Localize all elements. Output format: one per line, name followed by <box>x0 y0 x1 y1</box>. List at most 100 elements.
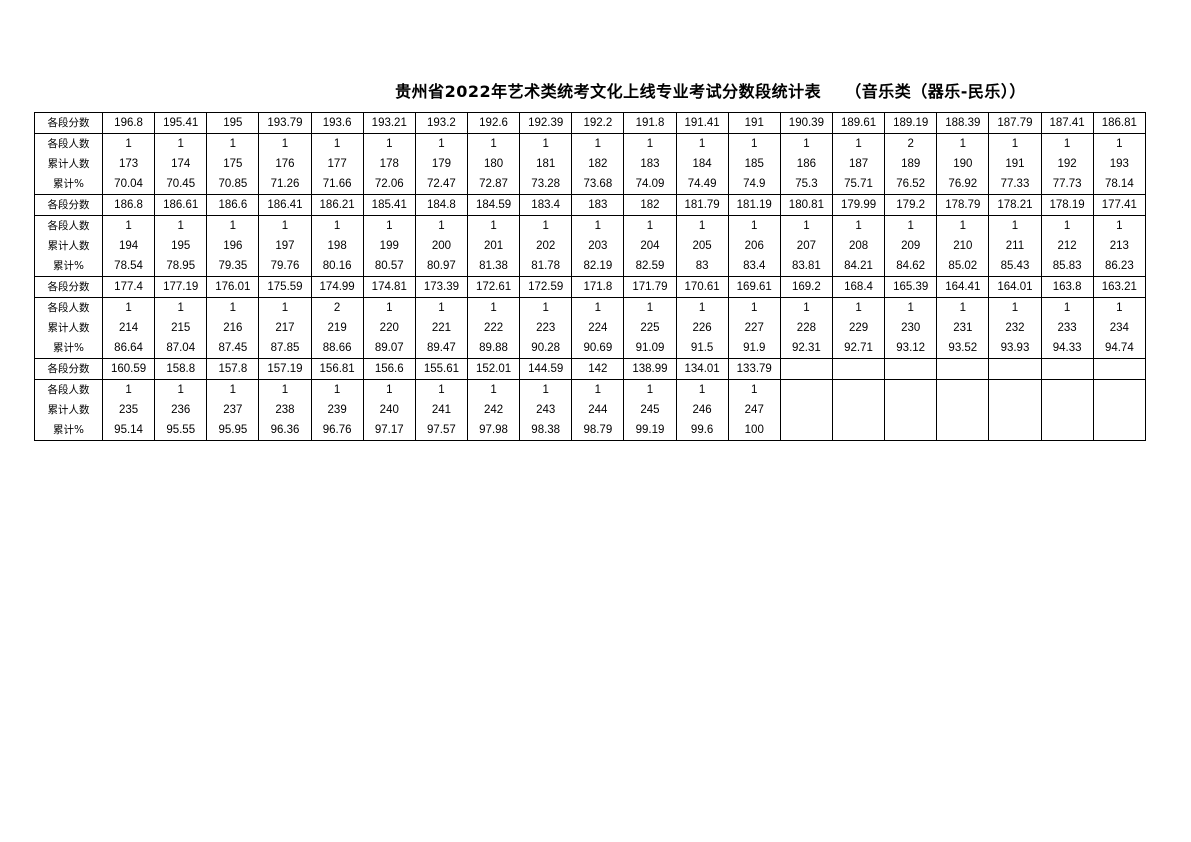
score-distribution-table: 各段分数 196.8 195.41 195 193.79 193.6 193.21 193.2… <box>34 112 1147 441</box>
percent-value: 70.85 <box>218 178 248 190</box>
percent-value: 76.92 <box>948 178 978 190</box>
count-value: 1 <box>1116 220 1123 232</box>
cumulative-value: 192 <box>1057 158 1077 170</box>
count-value: 1 <box>281 220 289 232</box>
percent-value: 83.4 <box>743 260 766 272</box>
count-value <box>885 380 936 400</box>
data-cell: 1 243 98.38 <box>519 379 573 441</box>
data-cell: 1 176 71.26 <box>258 133 312 195</box>
percent-value <box>1042 420 1093 440</box>
percent-value: 74.9 <box>743 178 766 190</box>
percent-value: 70.45 <box>166 178 196 190</box>
cumulative-value: 194 <box>118 240 139 252</box>
cumulative-value: 229 <box>848 322 869 334</box>
percent-value: 81.78 <box>531 260 561 272</box>
data-cell: 1 204 82.59 <box>623 215 677 277</box>
percent-value: 91.5 <box>690 342 714 354</box>
percent-value: 75.71 <box>844 178 873 190</box>
score-cell: 163.8 <box>1040 276 1094 298</box>
count-value: 1 <box>751 138 758 150</box>
data-cell <box>831 379 886 441</box>
count-label: 各段人数 <box>47 384 90 396</box>
data-cell: 1 240 97.17 <box>362 379 416 441</box>
data-cell: 1 231 93.52 <box>936 297 990 359</box>
score-cell: 181.19 <box>727 194 781 216</box>
percent-value: 80.97 <box>427 260 456 272</box>
score-cell: 183.4 <box>519 194 573 216</box>
data-cell: 1 186 75.3 <box>779 133 833 195</box>
percent-value <box>781 420 832 440</box>
percent-label: 累计% <box>53 342 84 354</box>
percent-value: 95.14 <box>114 424 143 436</box>
cumulative-value: 233 <box>1057 322 1077 334</box>
score-cell: 156.6 <box>362 358 416 380</box>
score-cell: 134.01 <box>675 358 729 380</box>
cumulative-value: 195 <box>171 240 191 252</box>
cumulative-value: 241 <box>431 404 451 416</box>
percent-value: 74.49 <box>687 178 717 190</box>
data-cell: 1 242 97.98 <box>466 379 521 441</box>
data-cell: 1 213 86.23 <box>1092 215 1147 277</box>
percent-value: 73.28 <box>531 178 561 190</box>
count-value: 1 <box>594 384 602 396</box>
count-value: 1 <box>594 220 602 232</box>
data-row: 各段人数 累计人数 累计% 1 235 95.14 1 236 95.55 1 237 95.95 1 2… <box>34 379 1147 441</box>
cumulative-value: 208 <box>848 240 869 252</box>
cumulative-value: 235 <box>118 404 139 416</box>
percent-value: 78.95 <box>166 260 196 272</box>
score-cell: 183 <box>571 194 625 216</box>
percent-value: 92.71 <box>844 342 873 354</box>
data-cell: 1 194 78.54 <box>101 215 156 277</box>
score-cell: 179.2 <box>884 194 938 216</box>
data-cell: 1 217 87.85 <box>258 297 312 359</box>
percent-value: 79.35 <box>218 260 248 272</box>
cumulative-value <box>885 400 936 420</box>
score-cell: 169.2 <box>779 276 833 298</box>
count-value: 1 <box>386 138 393 150</box>
data-cell: 1 177 71.66 <box>310 133 364 195</box>
score-cell: 191 <box>727 112 781 134</box>
score-cell: 152.01 <box>466 358 521 380</box>
score-cell: 177.19 <box>154 276 208 298</box>
percent-value: 84.21 <box>844 260 873 272</box>
data-cell: 1 205 83 <box>675 215 729 277</box>
cumulative-value <box>989 400 1040 420</box>
count-value: 1 <box>281 302 289 314</box>
score-row: 各段分数 177.4 177.19 176.01 175.59 174.99 174.81 1… <box>34 276 1147 298</box>
score-cell: 191.41 <box>675 112 729 134</box>
cumulative-value <box>1042 400 1093 420</box>
cumulative-label: 累计人数 <box>47 404 90 416</box>
title-main: 贵州省2022年艺术类统考文化上线专业考试分数段统计表 <box>395 82 822 101</box>
count-value: 1 <box>229 302 237 314</box>
cumulative-value: 234 <box>1109 322 1129 334</box>
cumulative-value <box>833 400 884 420</box>
percent-value: 75.3 <box>795 178 818 190</box>
data-row: 各段人数 累计人数 累计% 1 214 86.64 1 215 87.04 1 216 87.45 1 2… <box>34 297 1147 359</box>
cumulative-value <box>781 400 832 420</box>
percent-value: 77.33 <box>1000 178 1030 190</box>
percent-value: 88.66 <box>322 342 352 354</box>
data-cell <box>1092 379 1147 441</box>
cumulative-value: 193 <box>1109 158 1129 170</box>
count-value: 1 <box>698 138 706 150</box>
cumulative-value: 225 <box>640 322 660 334</box>
cumulative-value: 175 <box>223 158 243 170</box>
score-cell: 158.8 <box>154 358 208 380</box>
data-cell: 1 203 82.19 <box>571 215 625 277</box>
score-cell: 165.39 <box>884 276 938 298</box>
score-cell: 186.61 <box>154 194 208 216</box>
cumulative-value: 219 <box>327 322 347 334</box>
data-cell: 1 183 74.09 <box>623 133 677 195</box>
count-value: 1 <box>698 220 706 232</box>
cumulative-value: 236 <box>171 404 191 416</box>
data-cell: 1 200 80.97 <box>414 215 468 277</box>
score-cell: 172.59 <box>519 276 573 298</box>
score-cell: 189.19 <box>884 112 938 134</box>
percent-label: 累计% <box>53 424 84 436</box>
percent-value: 97.17 <box>374 424 404 436</box>
cumulative-value: 230 <box>901 322 921 334</box>
count-value: 1 <box>803 220 810 232</box>
cumulative-value: 187 <box>848 158 869 170</box>
count-value: 1 <box>542 138 549 150</box>
cumulative-value: 220 <box>379 322 399 334</box>
